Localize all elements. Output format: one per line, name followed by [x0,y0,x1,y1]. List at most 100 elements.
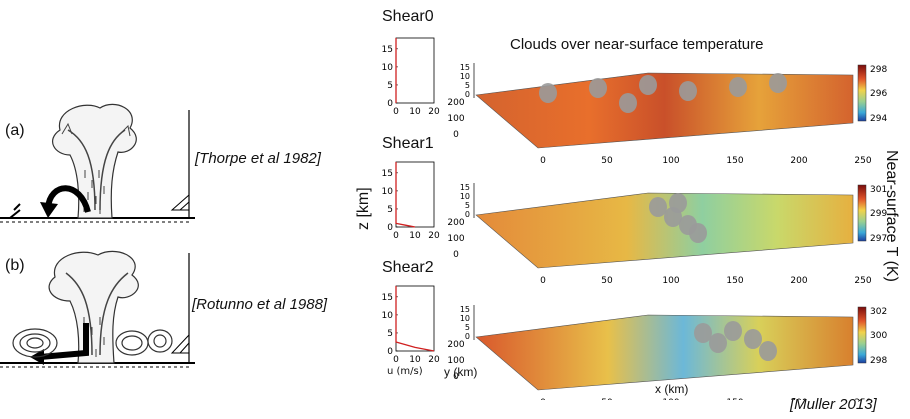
shear-profiles: 0 5 10 15 0 10 20 0 5 10 15 0 10 20 0 5 10 15 0 10 20 [382,37,440,365]
profile-ytick-label: 10 [382,187,394,197]
cloud-blob [639,75,657,95]
colorbar-mid-value: 299 [870,209,887,219]
y-tick-label: 200 [448,98,465,108]
x-tick-label: 50 [601,156,613,166]
shear2-title: Shear2 [382,259,434,276]
cloud-blob [759,341,777,361]
profile-wind-line [395,162,416,228]
temperature-surface [475,192,854,269]
profile-xtick-label: 20 [428,355,440,365]
x-tick-label: 50 [601,276,613,286]
y-tick-label: 0 [453,250,459,260]
colorbar [857,184,867,242]
y-tick-label: 100 [448,114,465,124]
z-tick-label: 10 [460,314,470,323]
temperature-surface [475,72,854,149]
cloud-blob [729,77,747,97]
profile-wind-line [395,286,435,352]
cloud-blob [769,73,787,93]
cloud-blob [539,83,557,103]
schematic-b [0,250,195,368]
x-tick-label: 150 [726,398,743,400]
colorbar [857,306,867,364]
x-tick-label: 200 [790,398,807,400]
x-tick-label: 250 [854,276,871,286]
profile-axes-frame [395,161,435,228]
y-tick-label: 0 [453,130,459,140]
profile-ytick-label: 0 [387,223,393,233]
credit-muller: [Muller 2013] [790,396,877,413]
profile-ytick-label: 10 [382,311,394,321]
z-tick-label: 15 [460,183,470,192]
cloud-blob [694,323,712,343]
colorbar-bottom-value: 298 [870,356,887,366]
profile-xtick-label: 20 [428,231,440,241]
profile-axes-frame [395,37,435,104]
z-tick-label: 5 [465,323,470,332]
x-tick-label: 100 [662,156,679,166]
citation-thorpe: [Thorpe et al 1982] [195,150,321,167]
x-tick-label: 0 [540,276,546,286]
cloud-blob [649,197,667,217]
colorbar-top-value: 301 [870,185,887,195]
colorbar-top-value: 302 [870,307,887,317]
profile-plot-0: 0 5 10 15 0 10 20 [382,37,440,117]
profile-ytick-label: 5 [387,81,393,91]
profile-xtick-label: 0 [393,355,399,365]
colorbar-mid-value: 300 [870,331,887,341]
shear1-title: Shear1 [382,135,434,152]
x-tick-label: 0 [540,398,546,400]
schematic-a [0,103,195,223]
profile-xtick-label: 0 [393,231,399,241]
z-tick-label: 5 [465,81,470,90]
temperature-surface [475,314,854,391]
z-tick-label: 10 [460,72,470,81]
colorbar-bottom-value: 297 [870,234,887,244]
surface-x-axis-label: x (km) [655,382,689,396]
profile-ytick-label: 15 [382,169,393,179]
y-tick-label: 200 [448,340,465,350]
colorbar-top-value: 298 [870,65,887,75]
z-tick-label: 0 [465,210,470,219]
panel-b-label: (b) [5,257,25,274]
x-tick-label: 150 [726,156,743,166]
citation-rotunno: [Rotunno et al 1988] [192,296,328,313]
cloud-blob [709,333,727,353]
cloud-blob [724,321,742,341]
x-tick-label: 0 [540,156,546,166]
profile-ytick-label: 15 [382,293,393,303]
profile-ytick-label: 5 [387,205,393,215]
profile-plot-1: 0 5 10 15 0 10 20 [382,161,440,241]
y-tick-label: 200 [448,218,465,228]
colorbar-mid-value: 296 [870,89,887,99]
cloud-blob [589,78,607,98]
cloud-blob [679,81,697,101]
colorbar-bottom-value: 294 [870,114,887,124]
panel-a-label: (a) [5,122,25,139]
profile-axes-frame [395,285,435,352]
cloud-blob [669,193,687,213]
profile-xtick-label: 10 [409,231,421,241]
z-tick-label: 5 [465,201,470,210]
cloud-blob [744,329,762,349]
z-tick-label: 0 [465,332,470,341]
z-tick-label: 15 [460,63,470,72]
x-tick-label: 50 [601,398,613,400]
profile-ytick-label: 10 [382,63,394,73]
shear0-title: Shear0 [382,8,434,25]
y-tick-label: 100 [448,356,465,366]
surface-y-axis-label: y (km) [444,365,478,379]
cloud-blob [689,223,707,243]
y-tick-label: 100 [448,234,465,244]
z-tick-label: 15 [460,305,470,314]
x-tick-label: 250 [854,156,871,166]
surface-title: Clouds over near-surface temperature [510,36,764,53]
cloud-blob [619,93,637,113]
profile-ytick-label: 0 [387,99,393,109]
profile-plot-2: 0 5 10 15 0 10 20 [382,285,440,365]
z-tick-label: 0 [465,90,470,99]
x-tick-label: 100 [662,276,679,286]
x-tick-label: 250 [854,398,871,400]
